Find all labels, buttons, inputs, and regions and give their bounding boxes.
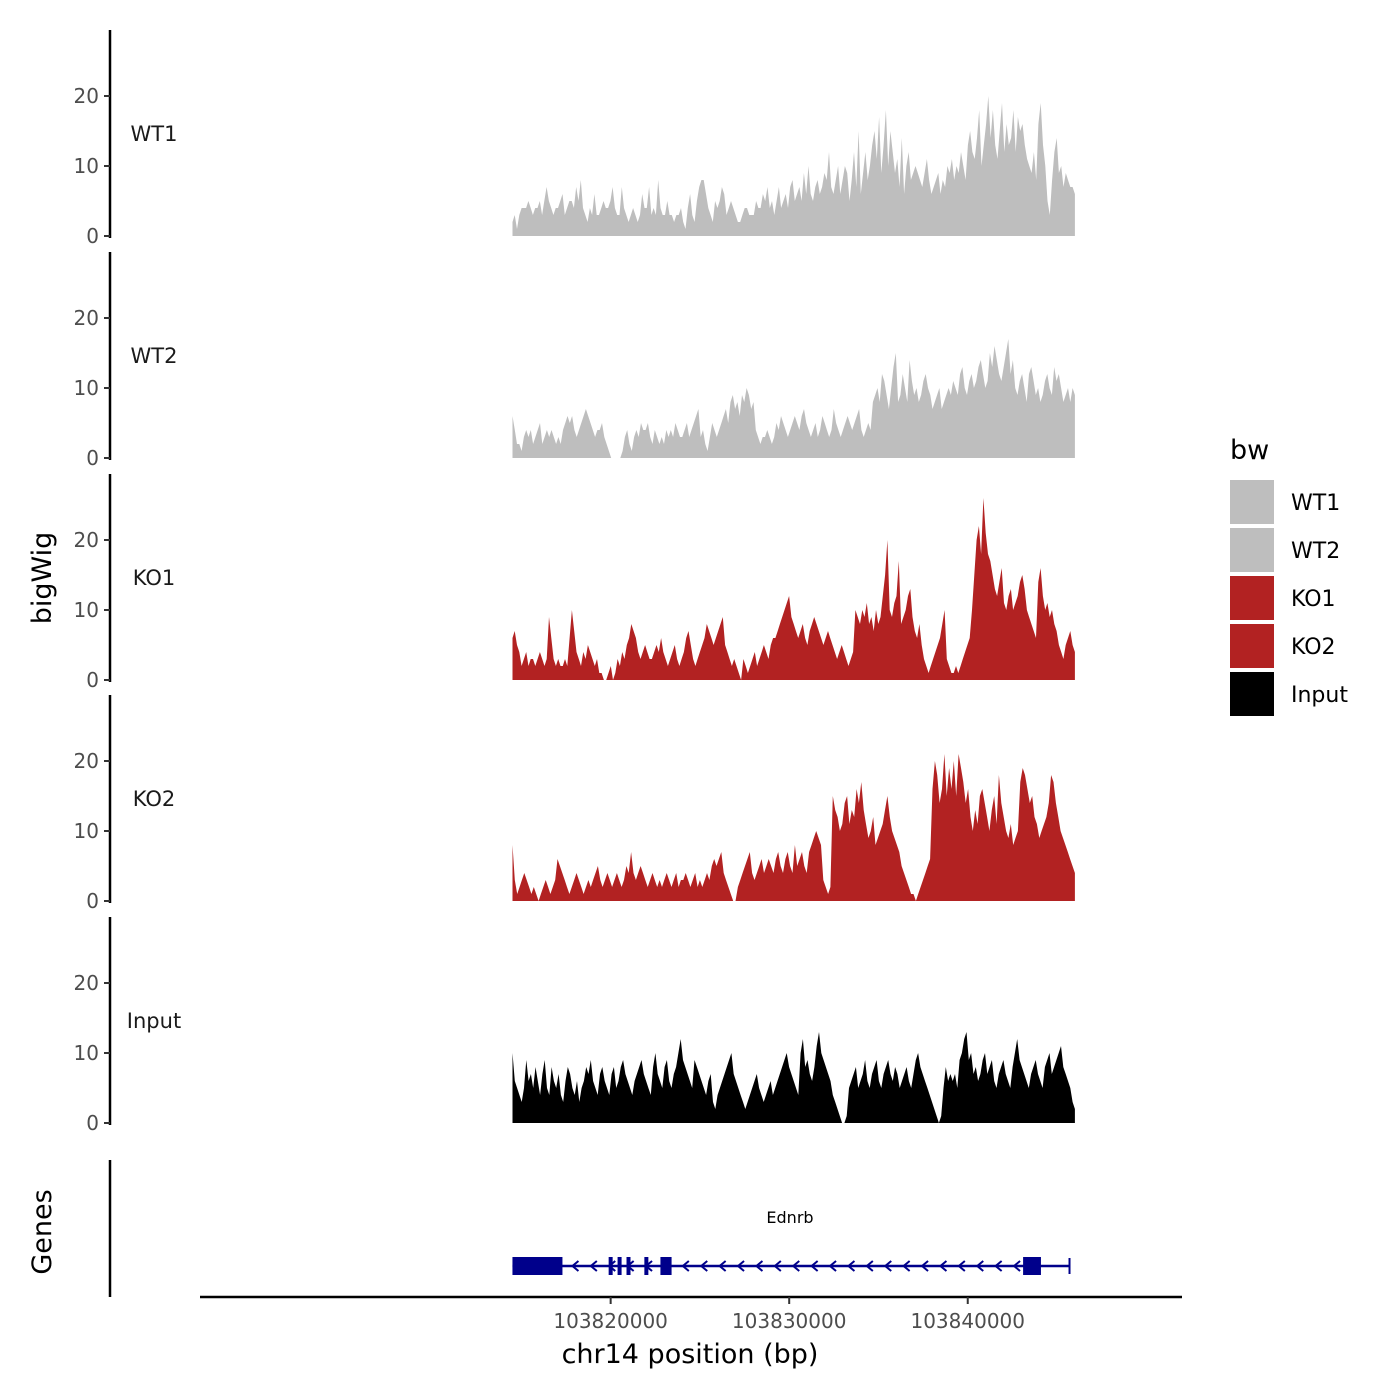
gene-exon-block	[1023, 1257, 1041, 1275]
gene-panel: Ednrb	[108, 1160, 1071, 1297]
y-tick-label: 0	[86, 224, 99, 248]
gene-exon-mark	[667, 1257, 672, 1275]
strand-arrow	[828, 1260, 837, 1272]
area-ko2	[512, 754, 1075, 901]
strand-arrow	[607, 1260, 616, 1272]
strand-arrow	[736, 1260, 745, 1272]
track-label-ko2: KO2	[133, 787, 176, 811]
track-label-input: Input	[127, 1009, 181, 1033]
strand-arrow	[994, 1260, 1003, 1272]
x-tick-label: 103830000	[732, 1309, 847, 1333]
strand-arrow	[810, 1260, 819, 1272]
strand-arrow	[754, 1260, 764, 1272]
strand-arrow	[920, 1260, 929, 1272]
x-axis: 103820000 103830000 103840000	[200, 1295, 1182, 1333]
track-label-ko1: KO1	[133, 566, 176, 590]
legend: bw WT1 WT2 KO1 KO2 Input	[1230, 435, 1348, 716]
legend-label-ko1: KO1	[1291, 587, 1336, 612]
y-tick-label: 10	[74, 819, 99, 843]
y-tick-label: 0	[86, 668, 99, 692]
x-axis-title: chr14 position (bp)	[562, 1339, 819, 1370]
strand-arrow	[883, 1260, 892, 1272]
strand-arrow	[699, 1260, 708, 1272]
area-input	[512, 1032, 1075, 1123]
track-label-wt2: WT2	[131, 344, 178, 368]
y-tick-label: 20	[74, 528, 99, 552]
strand-arrow	[662, 1260, 672, 1272]
track-wt1: 0 10 20 WT1	[74, 30, 1075, 248]
strand-arrow	[865, 1260, 874, 1272]
x-tick-label: 103840000	[910, 1309, 1025, 1333]
y-tick-label: 20	[74, 306, 99, 330]
track-wt2: 0 10 20 WT2	[74, 252, 1075, 470]
area-wt2	[512, 339, 1075, 458]
strand-arrow	[718, 1260, 727, 1272]
genes-axis-title: Genes	[27, 1189, 58, 1274]
gene-label: Ednrb	[766, 1208, 813, 1227]
y-tick-label: 0	[86, 1111, 99, 1135]
track-panels: 0 10 20 WT1 0 10 20 WT2 0 10 20 KO1 0 10 20 KO2 0 10 20 Inp…	[74, 30, 1075, 1135]
track-input: 0 10 20 Input	[74, 917, 1075, 1135]
legend-key-wt2	[1230, 528, 1274, 572]
strand-arrow	[1012, 1260, 1021, 1272]
track-ko1: 0 10 20 KO1	[74, 474, 1075, 692]
area-ko1	[512, 498, 1075, 680]
y-tick-label: 10	[74, 1041, 99, 1065]
strand-arrow	[773, 1260, 782, 1272]
y-tick-label: 10	[74, 154, 99, 178]
strand-arrow	[644, 1260, 653, 1272]
legend-label-wt1: WT1	[1291, 491, 1340, 516]
y-tick-label: 10	[74, 598, 99, 622]
strand-arrow	[681, 1260, 690, 1272]
legend-key-wt1	[1230, 480, 1274, 524]
legend-title: bw	[1230, 435, 1269, 466]
y-tick-label: 10	[74, 376, 99, 400]
x-tick-label: 103820000	[553, 1309, 668, 1333]
track-ko2: 0 10 20 KO2	[74, 695, 1075, 913]
strand-arrow	[938, 1260, 948, 1272]
legend-key-ko2	[1230, 624, 1274, 668]
area-wt1	[512, 96, 1075, 236]
y-tick-label: 20	[74, 971, 99, 995]
strand-arrow	[570, 1260, 580, 1272]
y-tick-label: 0	[86, 446, 99, 470]
strand-arrow	[626, 1260, 635, 1272]
strand-arrow	[902, 1260, 911, 1272]
legend-label-input: Input	[1291, 683, 1348, 708]
gene-exon-block	[512, 1257, 563, 1275]
strand-arrow	[589, 1260, 598, 1272]
strand-arrow	[846, 1260, 856, 1272]
gene-exon-mark	[617, 1257, 622, 1275]
y-tick-label: 0	[86, 889, 99, 913]
legend-key-input	[1230, 672, 1274, 716]
track-label-wt1: WT1	[131, 122, 178, 146]
strand-arrow	[791, 1260, 800, 1272]
legend-label-wt2: WT2	[1291, 539, 1340, 564]
legend-label-ko2: KO2	[1291, 635, 1336, 660]
strand-arrow	[975, 1260, 984, 1272]
y-tick-label: 20	[74, 84, 99, 108]
gene-exon-mark	[660, 1257, 665, 1275]
y-axis-title: bigWig	[27, 532, 58, 625]
y-tick-label: 20	[74, 749, 99, 773]
strand-arrow	[957, 1260, 966, 1272]
legend-key-ko1	[1230, 576, 1274, 620]
